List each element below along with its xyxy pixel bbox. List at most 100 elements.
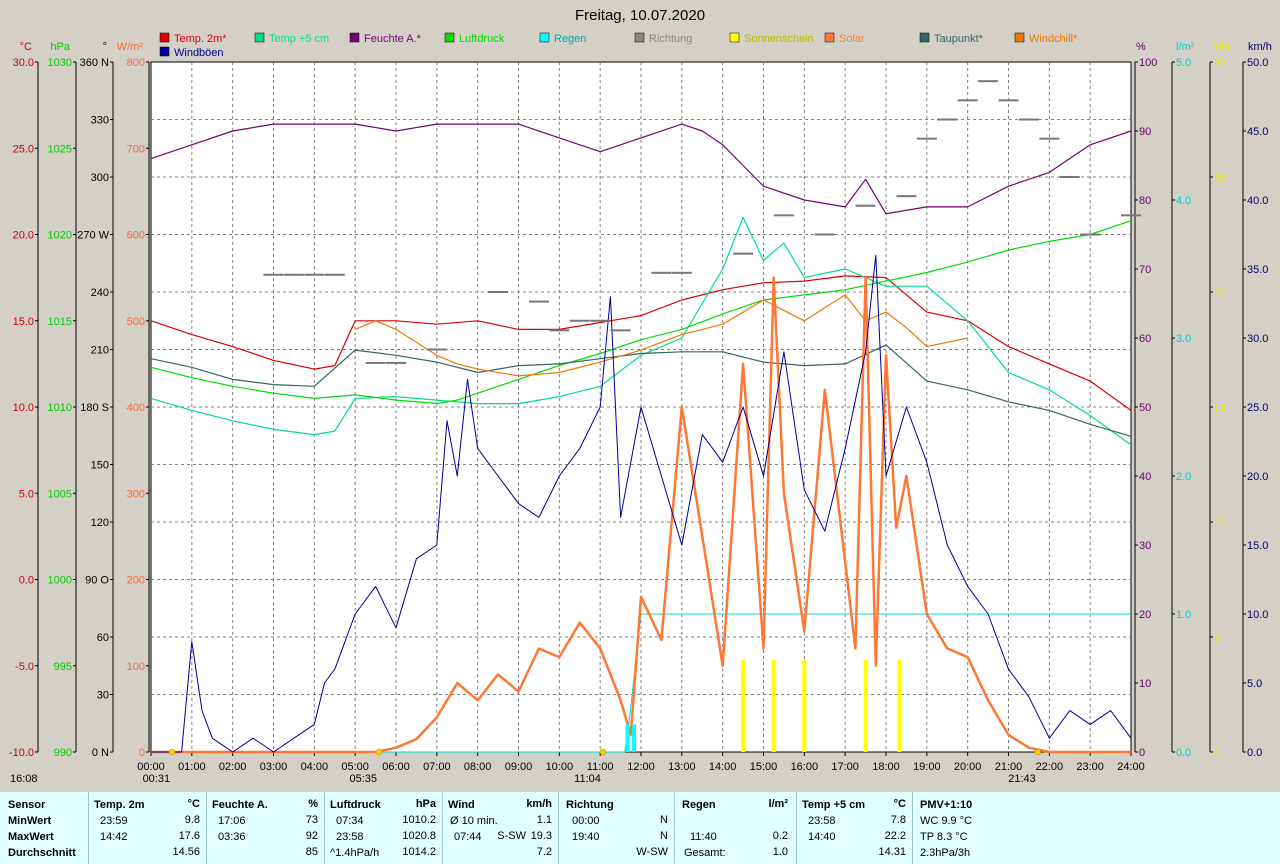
axis-tick-label-wind: 20.0 <box>1247 471 1268 483</box>
rain-bar <box>632 724 637 752</box>
stats-wind-max-dir: S-SW <box>497 830 526 842</box>
direction-point <box>998 99 1019 102</box>
axis-tick-label-humidity: 70 <box>1139 264 1151 276</box>
sunshine-bar <box>897 660 902 752</box>
axis-tick-label-sunshine: 25 <box>1214 172 1226 184</box>
x-tick-label: 03:00 <box>260 761 288 773</box>
series-windchill- <box>354 294 968 377</box>
x-tick-label: 21:00 <box>995 761 1023 773</box>
axis-tick-label-solar: 600 <box>127 230 145 242</box>
axis-tick-label-pressure: 1030 <box>48 57 72 69</box>
axis-tick-label-wind: 40.0 <box>1247 195 1268 207</box>
direction-point <box>957 99 978 102</box>
axis-unit-humidity: % <box>1136 41 1146 53</box>
axis-tick-label-rain: 3.0 <box>1176 333 1191 345</box>
axis-tick-label-direction: 300 <box>91 172 109 184</box>
stats-pressure-max-value: 1020.8 <box>402 830 436 842</box>
x-tick-label: 08:00 <box>464 761 492 773</box>
stats-col-direction: Richtung 00:00 N 19:40 N W-SW <box>566 792 672 864</box>
axis-tick-label-direction: 60 <box>97 632 109 644</box>
stats-pmv-windchill: WC 9.9 °C <box>920 815 973 827</box>
direction-point <box>365 361 386 364</box>
stats-min-label: MinWert <box>8 815 52 827</box>
stats-wind-max-time: 07:44 <box>454 831 482 843</box>
direction-point <box>1059 176 1080 178</box>
legend-label: Temp +5 cm <box>269 33 329 45</box>
stats-rain-total-label: Gesamt: <box>684 847 726 859</box>
axis-tick-label-pressure: 1015 <box>48 316 72 328</box>
direction-point <box>324 273 345 276</box>
series-windb-en <box>151 254 1132 753</box>
axis-tick-label-humidity: 50 <box>1139 402 1151 414</box>
stats-pressure-min-time: 07:34 <box>336 815 364 827</box>
moonrise-marker <box>168 748 176 756</box>
axis-tick-label-direction: 330 <box>91 115 109 127</box>
x-tick-label: 14:00 <box>709 761 737 773</box>
stats-sensor-header: Sensor <box>8 799 46 811</box>
axis-unit-solar: W/m² <box>117 41 144 53</box>
x-tick-label: 20:00 <box>954 761 982 773</box>
x-tick-label: 19:00 <box>913 761 941 773</box>
axis-tick-label-solar: 500 <box>127 316 145 328</box>
legend-swatch <box>919 32 930 43</box>
x-tick-label: 15:00 <box>750 761 778 773</box>
axis-tick-label-temp: -5.0 <box>15 661 34 673</box>
axis-tick-label-solar: 400 <box>127 402 145 414</box>
sunset-label: 21:43 <box>1008 773 1036 785</box>
stats-temp2m-max-time: 14:42 <box>100 831 128 843</box>
stats-pressure-max-time: 23:58 <box>336 831 364 843</box>
axis-tick-label-pressure: 990 <box>54 747 72 759</box>
axis-tick-label-sunshine: 5 <box>1214 632 1220 644</box>
direction-point <box>814 233 835 236</box>
stats-humidity-header: Feuchte A. <box>212 799 268 811</box>
x-tick-label: 02:00 <box>219 761 247 773</box>
legend-label: Windchill* <box>1029 33 1078 45</box>
x-tick-label: 09:00 <box>505 761 533 773</box>
legend-label: Luftdruck <box>459 33 505 45</box>
axis-unit-pressure: hPa <box>50 41 70 53</box>
stats-col-temp2m: Temp. 2m °C 23:59 9.8 14:42 17.6 14.56 <box>94 792 204 864</box>
legend-swatch <box>159 32 170 43</box>
sunshine-bar <box>741 660 746 752</box>
stats-col-pressure: Luftdruck hPa 07:34 1010.2 23:58 1020.8 … <box>330 792 440 864</box>
right-axes: 1009080706050403020100%5.04.03.02.01.00.… <box>1134 41 1272 759</box>
stats-direction-avg-value: W-SW <box>636 846 668 858</box>
axis-tick-label-humidity: 0 <box>1139 747 1145 759</box>
sunrise-marker <box>375 748 383 756</box>
axis-tick-label-solar: 200 <box>127 575 145 587</box>
axis-tick-label-wind: 25.0 <box>1247 402 1268 414</box>
axis-tick-label-humidity: 20 <box>1139 609 1151 621</box>
legend-label: Temp. 2m* <box>174 33 227 45</box>
stats-avg-label: Durchschnitt <box>8 847 76 859</box>
legend-swatch <box>824 32 835 43</box>
axis-tick-label-temp: 15.0 <box>13 316 34 328</box>
x-axis: 00:00 01:00 02:00 03:00 04:00 05:00 06:00 07:00… <box>137 752 1145 773</box>
left-axes: 30.0 25.0 20.0 15.0 10.0 5.0 0.0 -5.0 -10.0 °C 103… <box>9 41 150 759</box>
stats-rain-total-value: 1.0 <box>772 846 788 858</box>
axis-tick-label-rain: 5.0 <box>1176 57 1191 69</box>
stats-col-humidity: Feuchte A. % 17:06 73 03:36 92 85 <box>212 792 322 864</box>
direction-point <box>1039 137 1060 140</box>
axis-tick-label-pressure: 1010 <box>48 402 72 414</box>
axis-tick-label-direction: 120 <box>91 517 109 529</box>
stats-pmv-header: PMV+1:10 <box>920 799 973 811</box>
x-tick-label: 01:00 <box>178 761 206 773</box>
series-taupunkt- <box>150 344 1132 437</box>
legend: Temp. 2m* Temp +5 cm Feuchte A.* Luftdruck R… <box>159 32 1078 59</box>
direction-point <box>671 271 692 274</box>
direction-point <box>426 348 447 351</box>
axis-tick-label-sunshine: 10 <box>1214 517 1226 529</box>
direction-point <box>549 329 570 332</box>
stats-pressure-unit: hPa <box>415 798 436 810</box>
axis-tick-label-solar: 700 <box>127 143 145 155</box>
axis-tick-label-direction: 180 S <box>80 402 109 414</box>
axis-tick-label-humidity: 80 <box>1139 195 1151 207</box>
axis-tick-label-pressure: 1020 <box>48 230 72 242</box>
stats-direction-max-time: 19:40 <box>572 831 600 843</box>
stats-rain-unit: l/m² <box>768 798 788 810</box>
stats-pressure-avg-value: 1014.2 <box>402 846 436 858</box>
axis-tick-label-sunshine: 0 <box>1214 747 1220 759</box>
axis-tick-label-humidity: 60 <box>1139 333 1151 345</box>
axis-tick-label-direction: 30 <box>97 690 109 702</box>
stats-wind-avg-label: Ø 10 min. <box>450 815 498 827</box>
